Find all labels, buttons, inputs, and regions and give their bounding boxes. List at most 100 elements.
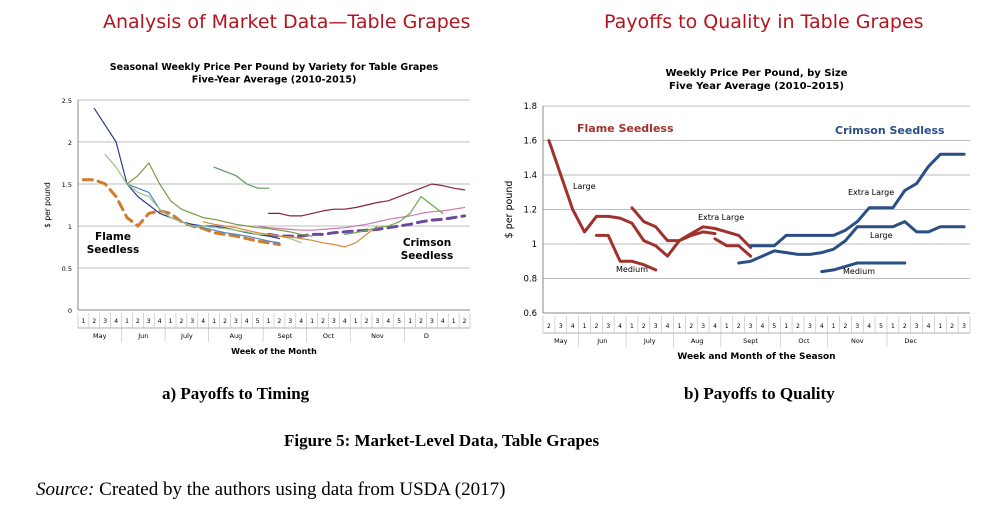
x-tick-label: 3 bbox=[915, 323, 919, 330]
y-tick-label: 1 bbox=[68, 223, 72, 231]
x-tick-label: 1 bbox=[784, 323, 788, 330]
left-panel-heading: Analysis of Market Data—Table Grapes bbox=[103, 11, 471, 33]
month-label: Dec bbox=[904, 337, 917, 345]
y-axis-label: $ per pound bbox=[504, 181, 515, 239]
annotation-extra-large-crimson: Extra Large bbox=[848, 188, 894, 197]
x-tick-label: 2 bbox=[689, 323, 693, 330]
month-label: Oct bbox=[323, 332, 335, 340]
month-label: Aug bbox=[691, 337, 704, 345]
x-tick-label: 4 bbox=[343, 318, 347, 325]
series-line-crimson-seedless-extra-large bbox=[749, 152, 966, 248]
x-tick-label: 2 bbox=[547, 323, 551, 330]
series-line-variety-pink bbox=[257, 206, 466, 231]
x-tick-label: 3 bbox=[654, 323, 658, 330]
series-line-crimson-seedless-medium bbox=[820, 261, 907, 274]
series-line-variety-maroon bbox=[268, 183, 466, 217]
x-tick-label: 2 bbox=[950, 323, 954, 330]
x-tick-label: 3 bbox=[103, 318, 107, 325]
x-tick-label: 2 bbox=[796, 323, 800, 330]
annotation-large-flame: Large bbox=[573, 182, 596, 191]
x-tick-label: 5 bbox=[772, 323, 776, 330]
x-axis-label: Week and Month of the Season bbox=[677, 352, 835, 362]
x-tick-label: 4 bbox=[158, 318, 162, 325]
x-tick-label: 5 bbox=[397, 318, 401, 325]
x-tick-label: 2 bbox=[844, 323, 848, 330]
x-tick-label: 4 bbox=[245, 318, 249, 325]
x-tick-label: 2 bbox=[278, 318, 282, 325]
x-tick-label: 2 bbox=[642, 323, 646, 330]
x-tick-label: 1 bbox=[82, 318, 86, 325]
x-tick-label: 2 bbox=[463, 318, 467, 325]
x-tick-label: 1 bbox=[169, 318, 173, 325]
month-label: May bbox=[93, 332, 107, 340]
x-tick-label: 1 bbox=[832, 323, 836, 330]
y-tick-label: 1.4 bbox=[523, 171, 537, 181]
month-label: Nov bbox=[371, 332, 384, 340]
series-line-variety-lightblue bbox=[126, 183, 280, 244]
annotation-large-crimson: Large bbox=[870, 231, 893, 240]
x-tick-label: 1 bbox=[408, 318, 412, 325]
x-tick-label: 1 bbox=[354, 318, 358, 325]
x-tick-label: 1 bbox=[725, 323, 729, 330]
x-tick-label: 2 bbox=[737, 323, 741, 330]
x-tick-label: 1 bbox=[891, 323, 895, 330]
series-line-flame-seedless-large bbox=[547, 139, 717, 258]
x-tick-label: 4 bbox=[820, 323, 824, 330]
x-tick-label: 3 bbox=[190, 318, 194, 325]
x-tick-label: 2 bbox=[180, 318, 184, 325]
x-tick-label: 3 bbox=[559, 323, 563, 330]
series-line-flame-seedless-extra-large bbox=[630, 206, 753, 249]
annotation-flame-seedless: Flame Seedless bbox=[577, 122, 674, 135]
chart-title: Seasonal Weekly Price Per Pound by Varie… bbox=[110, 62, 439, 73]
annotation-medium-flame: Medium bbox=[616, 265, 648, 274]
x-tick-label: 4 bbox=[201, 318, 205, 325]
x-tick-label: 4 bbox=[666, 323, 670, 330]
chart-subtitle: Five Year Average (2010–2015) bbox=[669, 81, 844, 92]
month-label: May bbox=[554, 337, 568, 345]
series-line-crimson-seedless-large bbox=[737, 220, 966, 265]
x-tick-label: 3 bbox=[234, 318, 238, 325]
x-tick-label: 1 bbox=[310, 318, 314, 325]
x-tick-label: 1 bbox=[452, 318, 456, 325]
series-line-variety-green bbox=[213, 166, 270, 189]
x-tick-label: 2 bbox=[419, 318, 423, 325]
annotation-crimson-line1: Crimson bbox=[403, 237, 451, 249]
x-tick-label: 2 bbox=[321, 318, 325, 325]
series-line-variety-green2 bbox=[344, 196, 444, 235]
source-label: Source: bbox=[36, 479, 95, 500]
x-tick-label: 4 bbox=[386, 318, 390, 325]
x-tick-label: 2 bbox=[365, 318, 369, 325]
x-tick-label: 4 bbox=[299, 318, 303, 325]
x-tick-label: 3 bbox=[376, 318, 380, 325]
y-tick-label: 2.5 bbox=[62, 97, 72, 105]
y-tick-label: 1 bbox=[532, 240, 537, 250]
x-tick-label: 4 bbox=[618, 323, 622, 330]
x-tick-label: 4 bbox=[927, 323, 931, 330]
month-label: July bbox=[643, 337, 656, 345]
month-label: July bbox=[180, 332, 193, 340]
quality-chart: Weekly Price Per Pound, by Size Five Year… bbox=[504, 68, 971, 362]
y-tick-label: 0.8 bbox=[523, 275, 537, 285]
x-tick-label: 3 bbox=[332, 318, 336, 325]
month-label: D bbox=[424, 332, 429, 340]
series-line-variety-olive bbox=[126, 162, 313, 237]
source-text: Created by the authors using data from U… bbox=[94, 479, 506, 500]
x-tick-label: 4 bbox=[761, 323, 765, 330]
month-label: Sept bbox=[277, 332, 292, 340]
x-tick-label: 1 bbox=[630, 323, 634, 330]
timing-chart: Seasonal Weekly Price Per Pound by Varie… bbox=[43, 62, 471, 356]
x-tick-label: 1 bbox=[938, 323, 942, 330]
figure-caption: Figure 5: Market-Level Data, Table Grape… bbox=[284, 431, 600, 450]
x-tick-label: 2 bbox=[594, 323, 598, 330]
x-tick-label: 3 bbox=[147, 318, 151, 325]
y-tick-label: 0 bbox=[68, 307, 72, 315]
month-label: Aug bbox=[230, 332, 243, 340]
x-tick-label: 5 bbox=[256, 318, 260, 325]
x-tick-label: 2 bbox=[136, 318, 140, 325]
x-tick-label: 4 bbox=[441, 318, 445, 325]
x-tick-label: 4 bbox=[713, 323, 717, 330]
chart-subtitle: Five-Year Average (2010-2015) bbox=[192, 75, 357, 86]
chart-title: Weekly Price Per Pound, by Size bbox=[666, 68, 848, 79]
y-tick-label: 2 bbox=[68, 139, 72, 147]
x-tick-label: 4 bbox=[867, 323, 871, 330]
